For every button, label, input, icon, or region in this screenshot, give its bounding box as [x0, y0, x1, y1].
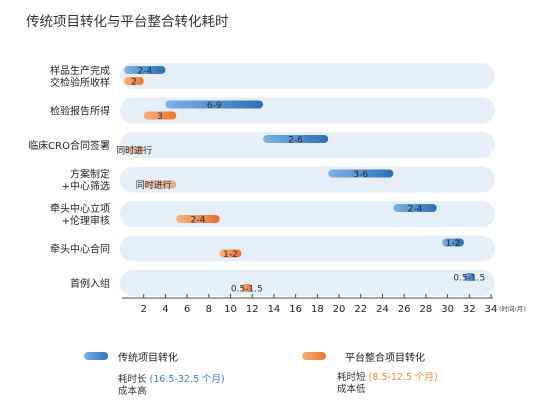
row-label-1-line-2: 交检验所收样: [50, 76, 110, 89]
traditional-bar-label-7: 0.5-1.5: [453, 274, 485, 284]
gantt-chart: 样品生产完成交检验所收样2-42检验报告所得6-93临床CRO合同签署2-6同时…: [28, 63, 526, 315]
legend-swatch-traditional: [84, 352, 108, 360]
chart-title: 传统项目转化与平台整合转化耗时: [26, 14, 229, 30]
traditional-bar-3: [263, 135, 329, 143]
x-tick-label-30: 30: [441, 304, 454, 315]
x-tick-label-14: 14: [268, 304, 281, 315]
x-tick-label-6: 6: [184, 304, 190, 315]
platform-bar-label-4: 同时进行: [136, 179, 172, 191]
row-background-3: [120, 132, 495, 158]
row-background-6: [120, 235, 495, 262]
platform-bar-2: [143, 111, 177, 120]
platform-bar-4: [143, 180, 177, 189]
platform-bar-label-6: 1-2: [223, 250, 238, 260]
traditional-bar-label-3: 2-6: [288, 136, 303, 146]
traditional-bar-6: [442, 238, 464, 247]
platform-bar-label-2: 3: [157, 112, 163, 122]
legend-label-platform: 平台整合项目转化: [345, 353, 425, 364]
row-label-4-line-2: +中心筛选: [62, 180, 110, 193]
legend-note-traditional-prefix: 耗时长: [118, 374, 147, 385]
row-background-7: [120, 270, 495, 296]
legend-note-traditional-cost: 成本高: [118, 386, 147, 397]
legend-note-traditional: 耗时长 (16.5-32.5 个月) 成本高: [118, 374, 225, 398]
row-background-1: [120, 63, 495, 89]
x-tick-label-8: 8: [206, 304, 212, 315]
traditional-bar-label-1: 2-4: [137, 67, 152, 77]
legend-note-platform-cost: 成本低: [337, 384, 366, 395]
platform-bar-1: [124, 77, 144, 85]
x-tick-label-20: 20: [333, 304, 346, 315]
platform-bar-5: [176, 215, 220, 223]
x-tick-label-24: 24: [376, 304, 389, 315]
x-tick-label-12: 12: [246, 304, 259, 315]
x-tick-label-32: 32: [463, 304, 476, 315]
traditional-bar-1: [124, 66, 166, 74]
x-tick-label-2: 2: [141, 304, 147, 315]
platform-bar-3: [124, 146, 144, 154]
traditional-bar-label-2: 6-9: [207, 101, 222, 111]
x-tick-label-26: 26: [398, 304, 411, 315]
row-label-1-line-1: 样品生产完成: [50, 64, 110, 77]
platform-bar-6: [219, 249, 242, 258]
legend-note-traditional-range: (16.5-32.5 个月): [149, 374, 225, 385]
platform-bar-label-7: 0.5-1.5: [231, 285, 263, 295]
row-label-5-line-1: 牵头中心立项: [50, 202, 110, 215]
legend-note-platform-range: (8.5-12.5 个月): [368, 372, 438, 383]
platform-bar-label-5: 2-4: [191, 216, 206, 226]
platform-bar-label-1: 2: [131, 78, 137, 88]
x-tick-label-28: 28: [420, 304, 433, 315]
row-label-2: 检验报告所得: [50, 105, 110, 118]
traditional-bar-5: [393, 204, 437, 212]
traditional-bar-label-4: 3-6: [353, 170, 368, 180]
row-background-4: [120, 166, 495, 193]
x-tick-label-18: 18: [311, 304, 324, 315]
x-tick-label-16: 16: [289, 304, 302, 315]
row-label-7: 首例入组: [70, 277, 110, 290]
row-label-5-line-2: +伦理审核: [62, 214, 110, 227]
row-label-3: 临床CRO合同签署: [28, 139, 110, 152]
traditional-bar-4: [328, 169, 394, 178]
legend-note-platform: 耗时短 (8.5-12.5 个月) 成本低: [337, 372, 438, 396]
row-label-4-line-1: 方案制定: [70, 168, 110, 181]
platform-bar-label-3: 同时进行: [116, 145, 152, 157]
x-tick-label-10: 10: [224, 304, 237, 315]
traditional-bar-label-5: 2-4: [408, 205, 423, 215]
traditional-bar-label-6: 1-2: [446, 239, 461, 249]
traditional-bar-2: [165, 100, 264, 109]
legend-label-traditional: 传统项目转化: [118, 353, 178, 364]
x-tick-label-34: 34: [485, 304, 498, 315]
platform-bar-7: [241, 284, 253, 292]
legend-swatch-platform: [302, 352, 326, 360]
x-tick-label-22: 22: [354, 304, 367, 315]
row-label-6: 牵头中心合同: [50, 243, 110, 256]
x-axis-unit-label: (时间/月): [499, 304, 526, 313]
row-background-5: [120, 201, 495, 227]
traditional-bar-7: [463, 273, 475, 281]
legend-note-platform-prefix: 耗时短: [337, 372, 366, 383]
x-tick-label-4: 4: [162, 304, 168, 315]
